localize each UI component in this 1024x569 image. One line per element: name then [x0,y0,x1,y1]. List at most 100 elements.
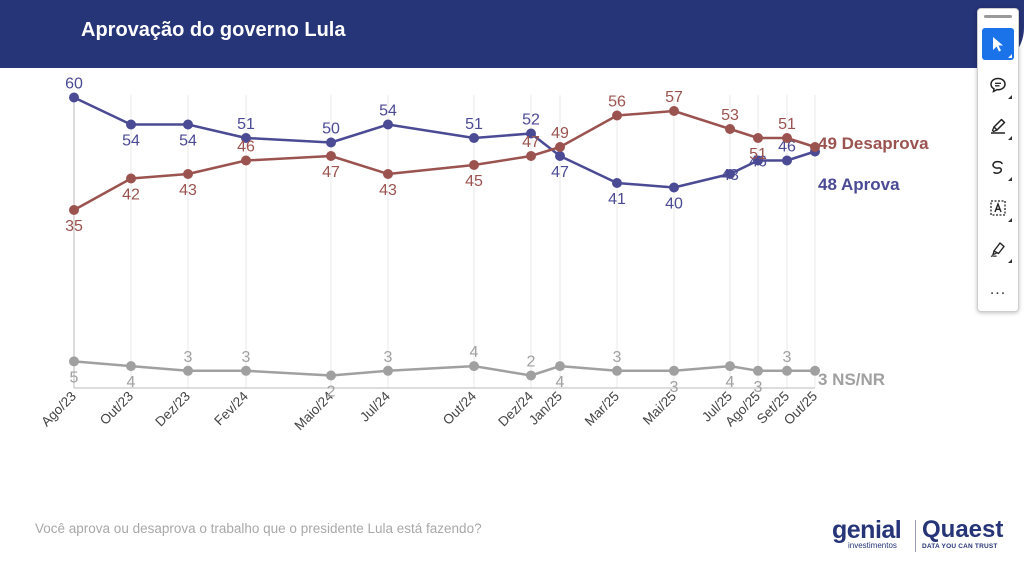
data-label: 3 [384,349,393,366]
header-banner: Aprovação do governo Lula [0,0,1024,68]
highlighter-icon [991,118,1006,134]
data-label: 3 [670,379,679,396]
page-title: Aprovação do governo Lula [81,19,346,41]
series-end-label: 49 Desaprova [818,134,929,153]
comment-tool-button[interactable] [982,69,1014,101]
data-point [753,133,763,143]
data-label: 47 [551,164,569,181]
data-point [126,173,136,184]
caret-icon [1008,54,1012,58]
data-point [753,365,763,376]
data-point [326,370,336,381]
data-label: 57 [665,89,683,106]
line-chart: Ago/23 Out/23 Dez/23 Fev/24 Maio/24 Jul/24 Out… [38,76,929,434]
data-label: 54 [122,133,140,150]
data-label: 51 [749,146,767,163]
x-tick-label: Ago/23 [38,389,79,430]
data-label: 43 [379,182,397,199]
data-label: 2 [327,384,336,401]
data-label: 51 [237,116,255,133]
annotation-toolbar: ... [977,8,1019,312]
genial-logo-text: genial [832,516,902,544]
data-point [555,151,565,161]
data-label: 3 [242,349,251,366]
x-tick-label: Jan/25 [526,389,565,428]
freehand-icon [992,160,1003,174]
data-label: 4 [726,374,735,391]
data-point [469,133,479,143]
survey-question: Você aprova ou desaprova o trabalho que … [35,521,482,536]
data-label: 2 [527,354,536,371]
data-point [69,205,79,215]
data-point [782,155,792,166]
data-label: 43 [721,167,739,184]
caret-icon [1008,259,1012,263]
data-point [526,128,536,139]
data-label: 46 [778,139,796,156]
quaest-logo-text: Quaest [922,516,1004,543]
data-label: 5 [70,369,79,386]
data-label: 60 [65,76,83,93]
data-label: 50 [322,121,340,138]
x-tick-label: Fev/24 [211,388,251,428]
data-label: 51 [778,116,796,133]
data-point [383,365,393,376]
data-label: 4 [556,374,565,391]
data-point [725,169,735,179]
data-label: 43 [179,182,197,199]
data-label: 51 [465,116,483,133]
data-point [725,124,735,134]
caret-icon [1008,136,1012,140]
data-point [669,106,679,116]
data-point [669,365,679,376]
genial-logo-subtext: investimentos [848,541,897,550]
comment-icon [990,77,1006,93]
x-tick-label: Dez/23 [152,389,193,430]
data-point [526,370,536,381]
data-point [612,178,622,188]
data-point [469,361,479,372]
data-point [183,365,193,376]
data-label: 54 [379,103,397,120]
signature-pen-icon [990,242,1005,258]
data-point [612,365,622,376]
data-label: 52 [522,112,540,129]
data-label: 45 [465,173,483,190]
data-point [810,142,820,152]
data-label: 3 [184,349,193,366]
cursor-icon [993,37,1003,52]
toolbar-grip-handle[interactable] [984,15,1012,18]
data-point [725,361,735,372]
text-box-tool-button[interactable] [982,192,1014,224]
data-point [326,137,336,148]
x-tick-label: Out/24 [440,388,480,428]
x-tick-label: Mar/25 [582,389,622,429]
data-label: 42 [122,187,140,204]
data-point [241,133,251,143]
data-label: 47 [522,134,540,151]
data-label: 46 [237,139,255,156]
data-point [183,169,193,179]
quaest-logo-subtext: DATA YOU CAN TRUST [922,543,998,550]
x-tick-label: Jul/24 [357,388,393,424]
data-label: 56 [608,94,626,111]
select-tool-button[interactable] [982,28,1014,60]
text-box-icon [990,200,1006,216]
data-point [526,151,536,161]
data-point [555,142,565,152]
series-end-label: 3 NS/NR [818,370,885,389]
data-label: 4 [127,374,136,391]
caret-icon [1008,177,1012,181]
more-options-button[interactable]: ... [982,274,1014,306]
data-point [383,119,393,130]
caret-icon [1008,95,1012,99]
data-label: 54 [179,133,197,150]
sign-tool-button[interactable] [982,233,1014,265]
draw-tool-button[interactable] [982,151,1014,183]
data-label: 53 [721,107,739,124]
data-label: 3 [754,379,763,396]
data-point [612,110,622,121]
data-point [383,169,393,179]
data-label: 47 [322,164,340,181]
highlight-tool-button[interactable] [982,110,1014,142]
